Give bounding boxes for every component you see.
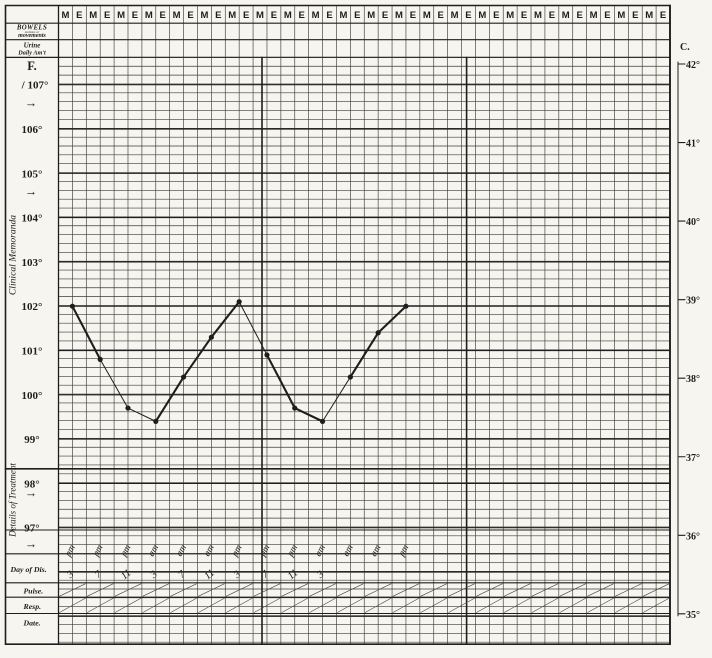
svg-text:→: → — [25, 537, 38, 551]
svg-text:35°: 35° — [686, 610, 700, 621]
svg-text:/ 107°: / 107° — [21, 80, 49, 92]
svg-text:37°: 37° — [686, 453, 700, 464]
svg-text:E: E — [521, 10, 527, 21]
svg-text:Day of Dis.: Day of Dis. — [10, 565, 47, 574]
svg-text:M: M — [145, 10, 153, 21]
svg-text:M: M — [395, 10, 403, 21]
svg-text:M: M — [61, 10, 69, 21]
svg-text:→: → — [25, 96, 38, 110]
svg-text:M: M — [478, 10, 486, 21]
svg-text:101°: 101° — [22, 346, 43, 358]
svg-text:E: E — [354, 10, 360, 21]
svg-text:movements: movements — [18, 33, 46, 39]
svg-text:M: M — [89, 10, 97, 21]
svg-text:M: M — [534, 10, 542, 21]
svg-text:M: M — [590, 10, 598, 21]
svg-text:Date.: Date. — [23, 618, 41, 627]
svg-text:Resp.: Resp. — [23, 602, 42, 611]
svg-text:105°: 105° — [22, 168, 43, 180]
svg-text:E: E — [326, 10, 332, 21]
svg-text:E: E — [604, 10, 610, 21]
svg-text:E: E — [549, 10, 555, 21]
svg-text:M: M — [339, 10, 347, 21]
svg-text:E: E — [632, 10, 638, 21]
svg-text:E: E — [160, 10, 166, 21]
svg-text:104°: 104° — [22, 213, 43, 225]
svg-text:E: E — [243, 10, 249, 21]
svg-text:E: E — [187, 10, 193, 21]
svg-text:E: E — [132, 10, 138, 21]
svg-text:Clinical Memoranda: Clinical Memoranda — [8, 215, 19, 295]
svg-text:103°: 103° — [22, 257, 43, 269]
svg-text:M: M — [645, 10, 653, 21]
svg-text:E: E — [299, 10, 305, 21]
svg-text:106°: 106° — [22, 124, 43, 136]
svg-text:C.: C. — [680, 42, 690, 53]
svg-text:→: → — [25, 185, 38, 199]
svg-text:M: M — [562, 10, 570, 21]
svg-text:E: E — [382, 10, 388, 21]
svg-text:99°: 99° — [24, 434, 39, 446]
svg-text:M: M — [451, 10, 459, 21]
svg-text:36°: 36° — [686, 531, 700, 542]
svg-text:E: E — [438, 10, 444, 21]
svg-text:Pulse.: Pulse. — [24, 587, 44, 596]
svg-text:E: E — [465, 10, 471, 21]
svg-text:M: M — [117, 10, 125, 21]
svg-text:M: M — [423, 10, 431, 21]
svg-text:E: E — [493, 10, 499, 21]
svg-text:M: M — [506, 10, 514, 21]
svg-text:40°: 40° — [686, 217, 700, 228]
svg-text:Urine: Urine — [24, 41, 41, 49]
svg-text:97°: 97° — [24, 523, 39, 535]
svg-text:38°: 38° — [686, 374, 700, 385]
svg-text:E: E — [271, 10, 277, 21]
svg-text:→: → — [25, 486, 38, 500]
svg-text:E: E — [410, 10, 416, 21]
svg-text:E: E — [660, 10, 666, 21]
svg-text:41°: 41° — [686, 139, 700, 150]
svg-text:39°: 39° — [686, 296, 700, 307]
svg-text:E: E — [104, 10, 110, 21]
svg-text:M: M — [284, 10, 292, 21]
svg-text:M: M — [200, 10, 208, 21]
svg-text:Daily Am't: Daily Am't — [17, 49, 46, 56]
svg-text:Details of Treatment: Details of Treatment — [8, 463, 18, 538]
svg-text:F.: F. — [27, 59, 37, 73]
svg-text:M: M — [173, 10, 181, 21]
svg-text:E: E — [576, 10, 582, 21]
svg-text:M: M — [228, 10, 236, 21]
svg-text:M: M — [367, 10, 375, 21]
svg-text:E: E — [215, 10, 221, 21]
svg-text:M: M — [312, 10, 320, 21]
svg-text:E: E — [76, 10, 82, 21]
svg-text:42°: 42° — [686, 60, 700, 71]
svg-text:100°: 100° — [22, 390, 43, 402]
svg-text:M: M — [617, 10, 625, 21]
svg-text:102°: 102° — [22, 301, 43, 313]
svg-text:M: M — [256, 10, 264, 21]
